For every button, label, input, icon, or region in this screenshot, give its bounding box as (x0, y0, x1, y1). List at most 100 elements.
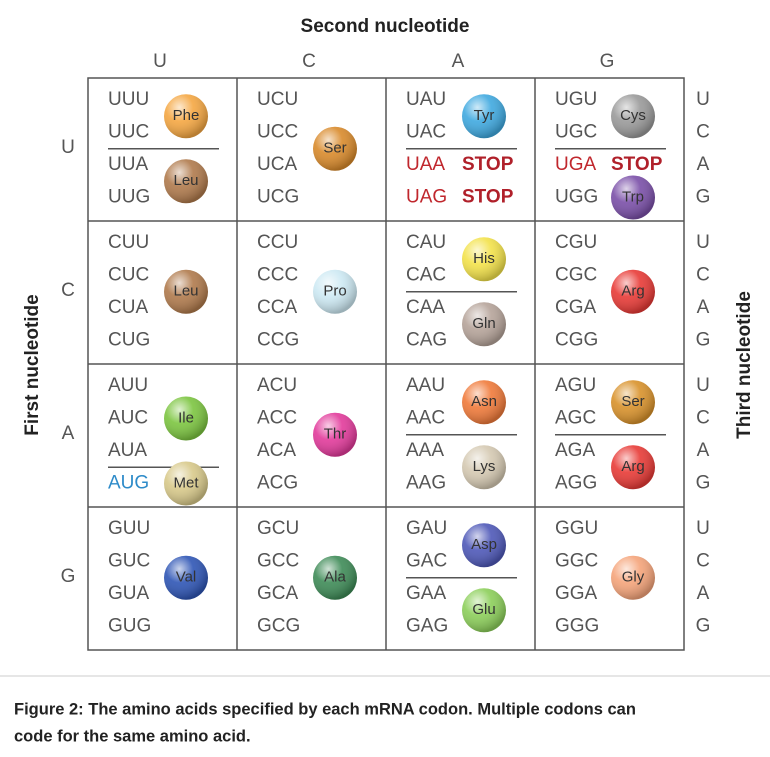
amino-shine (611, 269, 655, 314)
codon: GAA (406, 583, 446, 604)
codon: GCG (257, 616, 300, 637)
amino-shine (611, 94, 655, 139)
amino-shine (462, 302, 506, 347)
stop-label: STOP (462, 154, 514, 175)
codon: GAU (406, 518, 447, 539)
third-letter: U (696, 375, 710, 396)
codon: UAC (406, 122, 446, 143)
codon: CUA (108, 297, 148, 318)
stop-label: STOP (611, 154, 663, 175)
third-letter: U (696, 232, 710, 253)
codon: AAU (406, 375, 445, 396)
amino-label: Gly (622, 569, 645, 586)
codon: AAC (406, 408, 445, 429)
codon: CUG (108, 330, 150, 351)
caption: Figure 2: The amino acids specified by e… (14, 700, 636, 718)
codon: AGC (555, 408, 596, 429)
codon: CCA (257, 297, 297, 318)
stop-label: STOP (462, 187, 514, 208)
codon: GGG (555, 616, 599, 637)
codon: GCA (257, 583, 299, 604)
third-letter: A (697, 583, 710, 604)
third-letter: A (697, 297, 710, 318)
first-label: First nucleotide (22, 294, 43, 435)
amino-label: Pro (323, 283, 346, 300)
codon: UGU (555, 89, 597, 110)
amino-shine (313, 412, 357, 457)
amino-label: Thr (324, 426, 347, 443)
codon: CAA (406, 297, 445, 318)
amino-shine (313, 269, 357, 314)
codon: AGG (555, 473, 597, 494)
third-letter: G (696, 473, 711, 494)
codon: GCC (257, 551, 299, 572)
codon: GUA (108, 583, 150, 604)
amino-shine (164, 159, 208, 204)
codon: GGC (555, 551, 598, 572)
caption: code for the same amino acid. (14, 727, 251, 745)
codon: CCU (257, 232, 298, 253)
amino-label: Arg (621, 283, 644, 300)
amino-label: Cys (620, 107, 646, 124)
amino-label: Leu (173, 283, 198, 300)
codon: CGG (555, 330, 598, 351)
codon: UGA (555, 154, 597, 175)
codon: CCC (257, 265, 298, 286)
codon: UGC (555, 122, 597, 143)
codon: UCA (257, 154, 297, 175)
codon: ACA (257, 440, 296, 461)
amino-shine (611, 445, 655, 490)
codon: CGA (555, 297, 597, 318)
amino-shine (462, 380, 506, 425)
codon: AUU (108, 375, 148, 396)
codon: UAG (406, 187, 447, 208)
amino-label: Asp (471, 536, 497, 553)
third-letter: G (696, 187, 711, 208)
codon: CGC (555, 265, 597, 286)
amino-label: Leu (173, 172, 198, 189)
amino-label: Trp (622, 188, 644, 205)
third-letter: U (696, 518, 710, 539)
title: Second nucleotide (301, 16, 470, 37)
codon: GGA (555, 583, 598, 604)
column-header: U (153, 51, 167, 72)
column-header: C (302, 51, 316, 72)
column-header: G (600, 51, 615, 72)
codon: ACU (257, 375, 297, 396)
codon: AUA (108, 440, 147, 461)
codon: CCG (257, 330, 299, 351)
row-header: C (61, 280, 75, 301)
amino-shine (462, 237, 506, 282)
codon: UUU (108, 89, 149, 110)
codon: UAA (406, 154, 445, 175)
codon: UCC (257, 122, 298, 143)
third-letter: C (696, 551, 710, 572)
row-header: A (62, 423, 75, 444)
amino-label: Met (173, 474, 199, 491)
third-letter: C (696, 122, 710, 143)
codon: GCU (257, 518, 299, 539)
codon: GAG (406, 616, 448, 637)
codon: UCU (257, 89, 298, 110)
codon: UUG (108, 187, 150, 208)
amino-shine (611, 380, 655, 425)
amino-label: Gln (472, 315, 495, 332)
codon: CAU (406, 232, 446, 253)
codon: ACG (257, 473, 298, 494)
codon: CUC (108, 265, 149, 286)
codon: GGU (555, 518, 598, 539)
amino-label: Ser (323, 140, 346, 157)
amino-shine (164, 396, 208, 441)
amino-shine (462, 588, 506, 633)
amino-shine (462, 445, 506, 490)
amino-shine (462, 94, 506, 139)
amino-label: Asn (471, 393, 497, 410)
amino-label: Ile (178, 409, 194, 426)
third-letter: G (696, 616, 711, 637)
row-header: G (61, 566, 76, 587)
column-header: A (452, 51, 465, 72)
codon: AGA (555, 440, 595, 461)
codon: CUU (108, 232, 149, 253)
amino-shine (611, 175, 655, 220)
